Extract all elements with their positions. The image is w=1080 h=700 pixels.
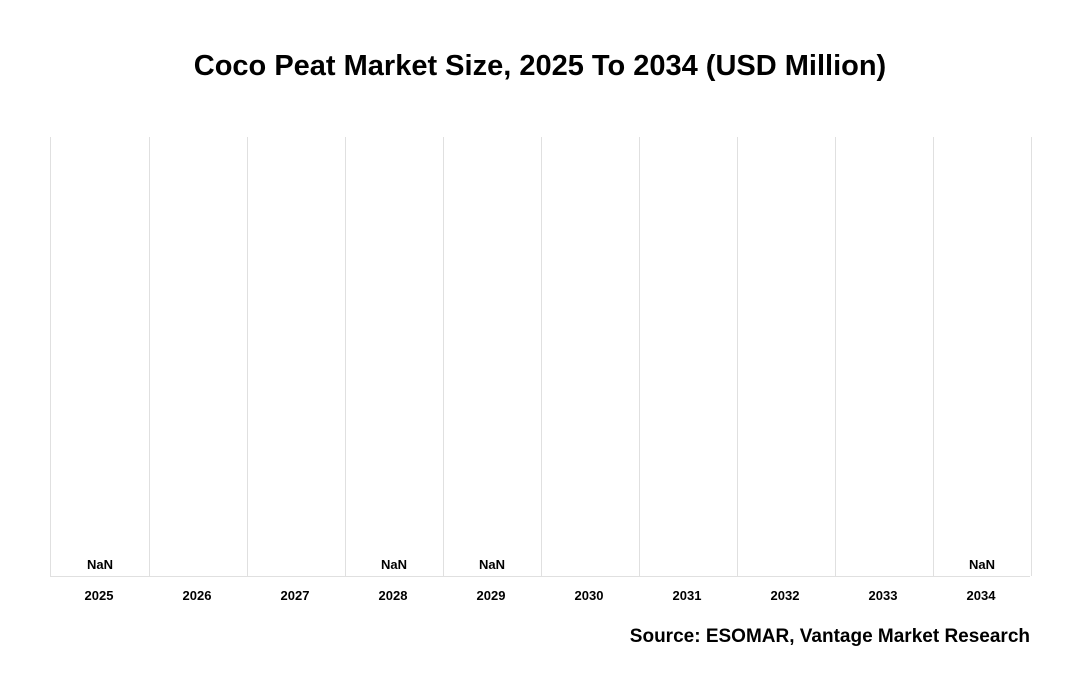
x-tick-label: 2034 [932, 588, 1030, 603]
x-tick-label: 2025 [50, 588, 148, 603]
bar-column [835, 137, 933, 576]
x-tick-label: 2033 [834, 588, 932, 603]
source-attribution: Source: ESOMAR, Vantage Market Research [630, 626, 1030, 648]
bar-column [247, 137, 345, 576]
bar-column [737, 137, 835, 576]
bar-column [541, 137, 639, 576]
bar-value-label: NaN [345, 557, 443, 572]
chart-container: Coco Peat Market Size, 2025 To 2034 (USD… [0, 0, 1080, 700]
bar-column: NaN [345, 137, 443, 576]
bar-column: NaN [51, 137, 149, 576]
bar-column: NaN [443, 137, 541, 576]
bar-column [149, 137, 247, 576]
bar-column: NaN [933, 137, 1031, 576]
plot-area: NaNNaNNaNNaN [50, 137, 1030, 577]
x-tick-label: 2031 [638, 588, 736, 603]
gridline-v [1031, 137, 1032, 576]
x-tick-label: 2027 [246, 588, 344, 603]
chart-title: Coco Peat Market Size, 2025 To 2034 (USD… [0, 50, 1080, 83]
x-tick-label: 2029 [442, 588, 540, 603]
x-tick-label: 2028 [344, 588, 442, 603]
bar-column [639, 137, 737, 576]
bar-value-label: NaN [933, 557, 1031, 572]
x-tick-label: 2032 [736, 588, 834, 603]
bar-value-label: NaN [51, 557, 149, 572]
bar-value-label: NaN [443, 557, 541, 572]
x-tick-label: 2030 [540, 588, 638, 603]
x-tick-label: 2026 [148, 588, 246, 603]
